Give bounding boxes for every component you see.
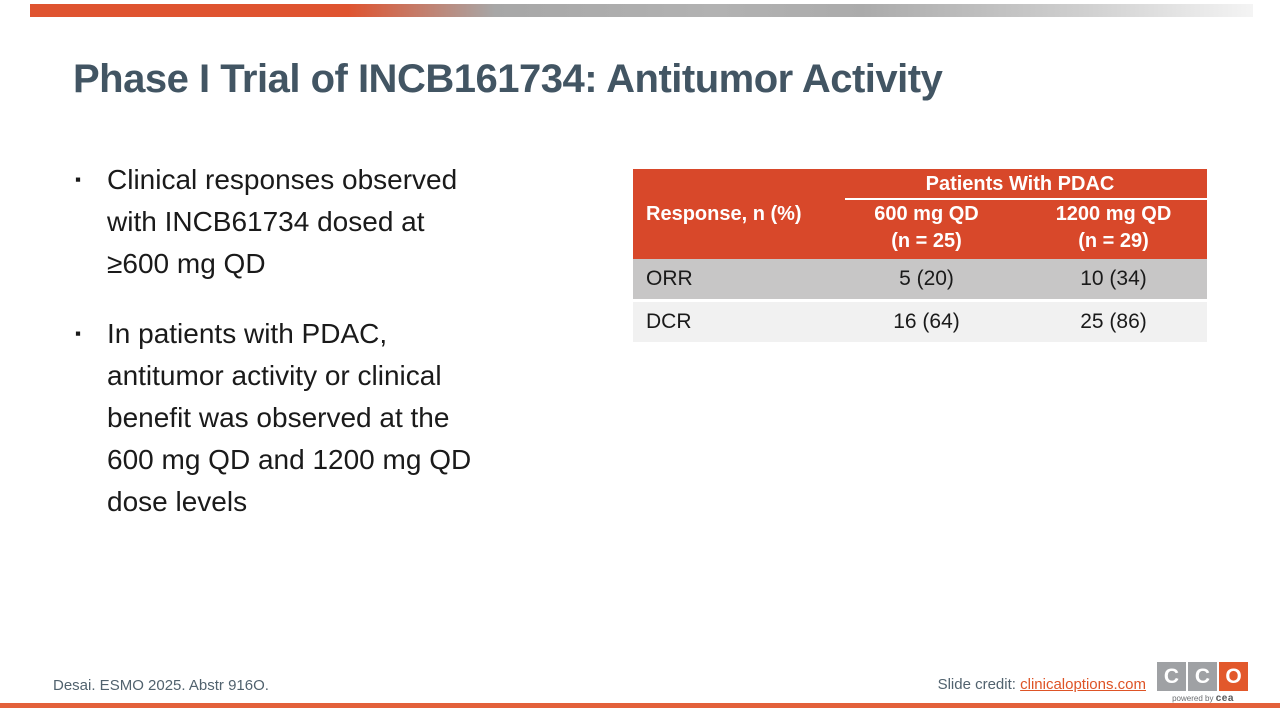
slide-credit-link[interactable]: clinicaloptions.com: [1020, 676, 1146, 693]
table-group-columns: Patients With PDAC 600 mg QD (n = 25) 12…: [833, 169, 1207, 259]
bullet-item: ▪ In patients with PDAC, antitumor activ…: [75, 313, 595, 523]
bullet-list: ▪ Clinical responses observed with INCB6…: [75, 159, 595, 551]
row-label: DCR: [646, 310, 692, 333]
table-row-header-label: Response, n (%): [646, 202, 802, 225]
cell-value: 5 (20): [899, 267, 954, 290]
table-row: DCR 16 (64) 25 (86): [633, 302, 1207, 342]
table-row: ORR 5 (20) 10 (34): [633, 259, 1207, 299]
column-header-line: 600 mg QD: [874, 203, 979, 225]
logo-letter: C: [1163, 664, 1180, 688]
logo-letter: O: [1225, 664, 1242, 688]
results-table: Response, n (%) Patients With PDAC 600 m…: [633, 169, 1207, 342]
bottom-accent-bar: [0, 703, 1280, 708]
group-header-underline: [845, 198, 1207, 200]
logo-letter-o-icon: O: [1219, 662, 1248, 691]
bullet-item: ▪ Clinical responses observed with INCB6…: [75, 159, 595, 285]
tagline-brand: cea: [1215, 693, 1234, 704]
column-header-1200mg: 1200 mg QD (n = 29): [1020, 200, 1207, 259]
row-label: ORR: [646, 267, 693, 290]
logo-letter-c-icon: C: [1157, 662, 1186, 691]
column-header-line: (n = 29): [1078, 230, 1149, 252]
cell-value: 25 (86): [1080, 310, 1147, 333]
cell-value: 10 (34): [1080, 267, 1147, 290]
table-subheaders: 600 mg QD (n = 25) 1200 mg QD (n = 29): [833, 200, 1207, 259]
cco-logo-squares: C C O: [1157, 662, 1249, 691]
logo-tagline: powered by cea: [1157, 693, 1249, 704]
cell-value: 16 (64): [893, 310, 960, 333]
tagline-prefix: powered by: [1172, 694, 1214, 703]
bullet-text: In patients with PDAC, antitumor activit…: [107, 318, 472, 517]
logo-letter-c-icon: C: [1188, 662, 1217, 691]
bullet-square-icon: ▪: [75, 170, 82, 189]
logo-letter: C: [1194, 664, 1211, 688]
slide-credit-label: Slide credit:: [937, 676, 1021, 693]
table-header: Response, n (%) Patients With PDAC 600 m…: [633, 169, 1207, 259]
column-header-line: (n = 25): [891, 230, 962, 252]
cco-logo: C C O powered by cea: [1157, 662, 1249, 704]
bullet-text: Clinical responses observed with INCB617…: [107, 164, 458, 279]
reference-citation: Desai. ESMO 2025. Abstr 916O.: [53, 677, 269, 694]
page-title: Phase I Trial of INCB161734: Antitumor A…: [73, 57, 943, 101]
bullet-square-icon: ▪: [75, 324, 82, 343]
column-header-line: 1200 mg QD: [1055, 203, 1172, 225]
top-accent-bar: [30, 4, 1253, 17]
slide-credit: Slide credit: clinicaloptions.com: [938, 676, 1146, 693]
column-header-600mg: 600 mg QD (n = 25): [833, 200, 1020, 259]
table-group-header: Patients With PDAC: [925, 173, 1115, 195]
